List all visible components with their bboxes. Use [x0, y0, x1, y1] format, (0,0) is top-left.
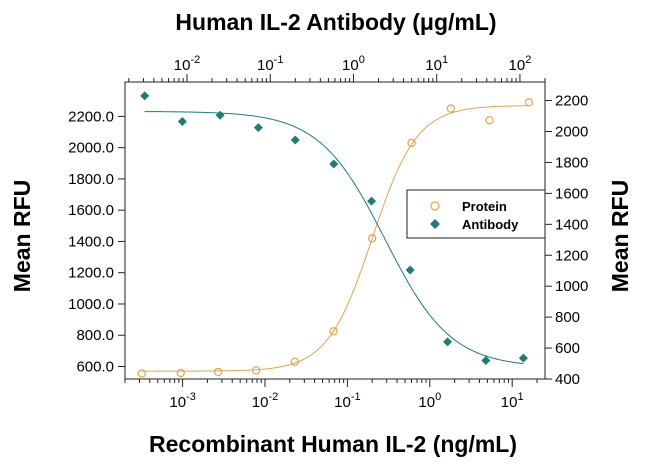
right-tick-label: 1400 — [555, 216, 588, 233]
bottom-axis-ticks: 10-3 10-2 10-1 100 101 — [124, 379, 538, 411]
top-axis-title: Human IL-2 Antibody (μg/mL) — [175, 9, 496, 35]
right-tick-label: 1200 — [555, 247, 588, 264]
point-protein — [213, 367, 223, 377]
point-antibody — [481, 355, 491, 365]
right-tick-label: 1600 — [555, 185, 588, 202]
right-tick-label: 600 — [555, 340, 580, 357]
point-antibody — [253, 123, 263, 133]
bottom-axis-title: Recombinant Human IL-2 (ng/mL) — [149, 431, 517, 457]
left-tick-label: 1200.0 — [68, 265, 114, 282]
point-protein — [251, 366, 261, 375]
point-protein — [524, 98, 534, 107]
top-tick-label: 100 — [342, 54, 365, 74]
left-tick-label: 800.0 — [76, 327, 114, 344]
right-axis-title: Mean RFU — [607, 180, 633, 292]
legend-box — [406, 189, 546, 239]
right-tick-label: 2200 — [555, 93, 588, 110]
bottom-tick-label: 10-1 — [334, 391, 360, 411]
point-antibody — [443, 337, 453, 347]
point-protein — [446, 104, 456, 113]
point-protein — [329, 327, 338, 336]
bottom-tick-label: 101 — [501, 391, 524, 411]
point-antibody — [405, 265, 415, 275]
point-antibody — [140, 91, 150, 101]
legend-antibody-label: Antibody — [462, 217, 519, 232]
top-axis-ticks: 10-2 10-1 100 101 102 — [128, 54, 546, 82]
point-antibody — [215, 110, 225, 120]
left-tick-label: 1000.0 — [68, 296, 114, 313]
point-protein — [290, 357, 300, 367]
right-axis-ticks: 400 600 800 1000 1200 1400 1600 1800 2000 2200 — [545, 93, 588, 388]
point-protein — [176, 368, 185, 378]
point-protein — [137, 369, 147, 378]
left-tick-label: 1400.0 — [68, 233, 114, 250]
point-antibody — [329, 159, 339, 169]
legend-protein-label: Protein — [462, 199, 507, 214]
right-tick-label: 1800 — [555, 154, 588, 171]
right-tick-label: 800 — [555, 309, 580, 326]
left-tick-label: 1800.0 — [68, 171, 114, 188]
fit-curve-antibody — [144, 111, 524, 365]
top-tick-label: 101 — [425, 54, 448, 74]
top-tick-label: 102 — [509, 54, 532, 74]
bottom-tick-label: 10-3 — [169, 391, 195, 411]
left-axis-title: Mean RFU — [9, 180, 35, 292]
point-protein — [407, 138, 416, 148]
left-tick-label: 600.0 — [76, 358, 114, 375]
bottom-tick-label: 10-2 — [252, 391, 278, 411]
right-tick-label: 1000 — [555, 278, 588, 295]
legend: Protein Antibody — [406, 189, 546, 239]
bottom-tick-label: 100 — [418, 391, 441, 411]
legend-protein-marker — [430, 201, 440, 211]
left-tick-label: 2200.0 — [68, 108, 114, 125]
left-tick-label: 2000.0 — [68, 140, 114, 157]
left-tick-label: 1600.0 — [68, 202, 114, 219]
point-antibody — [177, 116, 187, 126]
top-tick-label: 10-2 — [174, 54, 200, 74]
right-tick-label: 2000 — [555, 124, 588, 141]
point-protein — [368, 234, 377, 243]
data-points — [137, 91, 534, 378]
legend-antibody-marker — [430, 219, 440, 229]
right-tick-label: 400 — [555, 371, 580, 388]
point-protein — [485, 116, 494, 125]
point-antibody — [367, 196, 377, 206]
point-antibody — [290, 135, 300, 145]
point-antibody — [518, 353, 528, 363]
top-tick-label: 10-1 — [257, 54, 283, 74]
left-axis-ticks: 600.0 800.0 1000.0 1200.0 1400.0 1600.0 1800.0… — [68, 108, 125, 375]
